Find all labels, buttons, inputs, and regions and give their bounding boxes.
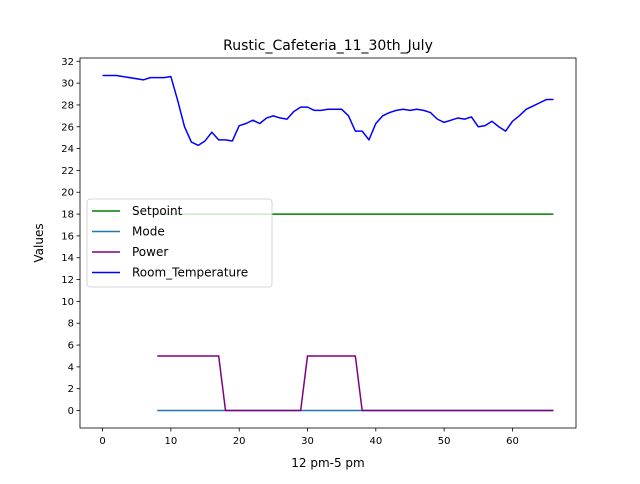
x-tick-label: 10 [164, 436, 177, 447]
series-line-room-temperature [102, 74, 554, 147]
x-tick-label: 0 [99, 436, 105, 447]
y-tick-label: 0 [68, 406, 74, 417]
y-tick-label: 30 [61, 79, 74, 90]
y-tick-label: 6 [68, 341, 74, 352]
legend-label-power: Power [132, 245, 168, 259]
series-line-power [157, 355, 554, 412]
y-tick-label: 4 [68, 362, 74, 373]
x-tick-label: 20 [233, 436, 246, 447]
y-tick-label: 12 [61, 275, 74, 286]
y-tick-label: 14 [61, 253, 74, 264]
legend-label-mode: Mode [132, 225, 165, 239]
y-tick-label: 8 [68, 319, 74, 330]
y-tick-label: 32 [61, 57, 74, 68]
legend-label-room-temperature: Room_Temperature [132, 266, 248, 280]
x-axis-label: 12 pm-5 pm [291, 456, 364, 470]
x-tick-label: 30 [301, 436, 314, 447]
legend-box [86, 198, 273, 288]
y-tick-label: 26 [61, 122, 74, 133]
plot-area-frame [79, 57, 577, 429]
y-tick-label: 22 [61, 166, 74, 177]
y-tick-label: 24 [61, 144, 74, 155]
y-tick-label: 10 [61, 297, 74, 308]
y-tick-label: 18 [61, 210, 74, 221]
x-tick-label: 40 [369, 436, 382, 447]
x-tick-label: 60 [506, 436, 519, 447]
y-tick-label: 2 [68, 384, 74, 395]
chart-title: Rustic_Cafeteria_11_30th_July [223, 38, 433, 54]
y-tick-label: 28 [61, 100, 74, 111]
y-tick-label: 20 [61, 188, 74, 199]
x-tick-label: 50 [438, 436, 451, 447]
y-axis-label: Values [32, 223, 46, 262]
legend-label-setpoint: Setpoint [132, 204, 183, 218]
y-tick-label: 16 [61, 231, 74, 242]
legend: Setpoint Mode Power Room_Temperature [86, 198, 273, 288]
